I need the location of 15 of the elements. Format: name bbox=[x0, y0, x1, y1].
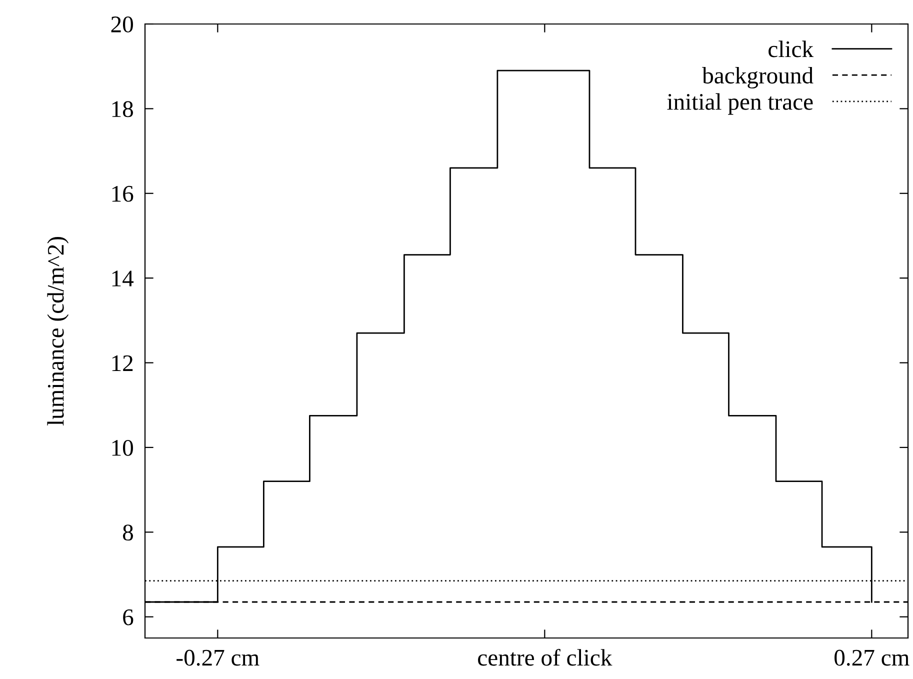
y-tick-label: 6 bbox=[123, 609, 134, 626]
x-tick-label: -0.27 cm bbox=[176, 650, 260, 666]
y-tick-label: 12 bbox=[112, 355, 133, 371]
legend-label: background bbox=[702, 66, 814, 88]
legend-label: initial pen trace bbox=[667, 93, 813, 115]
legend-label: click bbox=[768, 40, 814, 58]
y-tick-label: 16 bbox=[112, 186, 134, 202]
y-axis-title: luminance (cd/m^2) bbox=[47, 237, 69, 426]
x-tick-label: centre of click bbox=[478, 648, 612, 666]
y-tick-label: 10 bbox=[112, 440, 133, 456]
y-tick-label: 14 bbox=[112, 270, 134, 286]
x-tick-label: 0.27 cm bbox=[834, 650, 910, 666]
y-tick-label: 20 bbox=[111, 16, 133, 32]
y-tick-label: 8 bbox=[122, 524, 133, 541]
y-tick-label: 18 bbox=[112, 101, 133, 118]
